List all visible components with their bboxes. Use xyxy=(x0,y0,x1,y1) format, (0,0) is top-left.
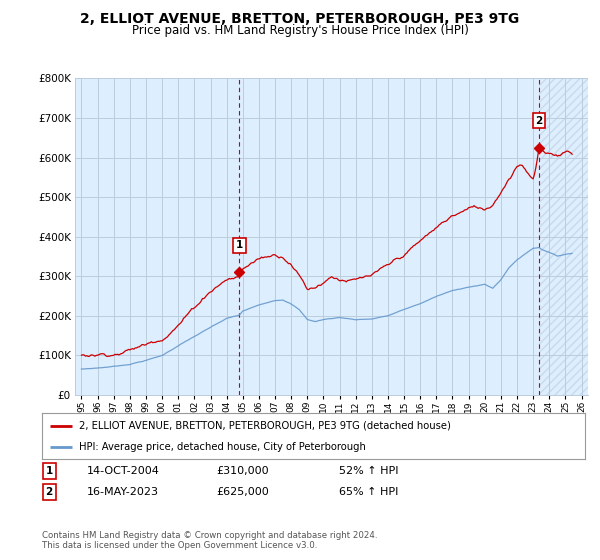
Text: 1: 1 xyxy=(236,240,243,250)
Text: 2, ELLIOT AVENUE, BRETTON, PETERBOROUGH, PE3 9TG (detached house): 2, ELLIOT AVENUE, BRETTON, PETERBOROUGH,… xyxy=(79,421,451,431)
Text: £625,000: £625,000 xyxy=(216,487,269,497)
Text: Price paid vs. HM Land Registry's House Price Index (HPI): Price paid vs. HM Land Registry's House … xyxy=(131,24,469,36)
Text: 65% ↑ HPI: 65% ↑ HPI xyxy=(339,487,398,497)
Text: 52% ↑ HPI: 52% ↑ HPI xyxy=(339,466,398,476)
Text: Contains HM Land Registry data © Crown copyright and database right 2024.
This d: Contains HM Land Registry data © Crown c… xyxy=(42,531,377,550)
Text: 16-MAY-2023: 16-MAY-2023 xyxy=(87,487,159,497)
Text: 2: 2 xyxy=(46,487,53,497)
Text: 14-OCT-2004: 14-OCT-2004 xyxy=(87,466,160,476)
Text: £310,000: £310,000 xyxy=(216,466,269,476)
Text: HPI: Average price, detached house, City of Peterborough: HPI: Average price, detached house, City… xyxy=(79,442,366,452)
Text: 2, ELLIOT AVENUE, BRETTON, PETERBOROUGH, PE3 9TG: 2, ELLIOT AVENUE, BRETTON, PETERBOROUGH,… xyxy=(80,12,520,26)
Text: 1: 1 xyxy=(46,466,53,476)
Text: 2: 2 xyxy=(535,116,543,126)
